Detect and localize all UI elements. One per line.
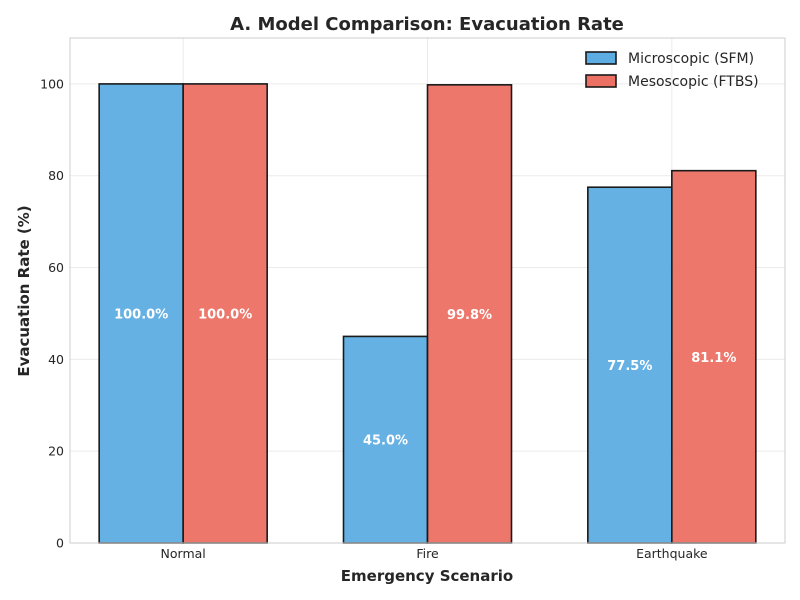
- legend-swatch: [585, 74, 617, 88]
- chart-title: A. Model Comparison: Evacuation Rate: [230, 14, 624, 35]
- x-tick-label: Normal: [161, 546, 206, 561]
- y-tick-labels: 0 20 40 60 80 100: [40, 76, 64, 550]
- x-axis-label: Emergency Scenario: [341, 567, 513, 585]
- bar-labels-group: 100.0% 45.0% 77.5% 100.0% 99.8% 81.1%: [114, 307, 736, 448]
- x-tick-label: Fire: [416, 546, 439, 561]
- bar-value-label: 81.1%: [691, 351, 736, 366]
- bars-group: [98, 83, 757, 544]
- legend-swatch: [585, 51, 617, 65]
- y-axis-label: Evacuation Rate (%): [15, 205, 33, 376]
- x-tick-label: Earthquake: [636, 546, 708, 561]
- y-tick-label: 0: [56, 536, 64, 551]
- bar-mesoscopic-ftbs-normal: [182, 83, 268, 544]
- y-tick-label: 20: [48, 444, 64, 459]
- bar-value-label: 100.0%: [114, 307, 168, 322]
- y-tick-label: 80: [48, 168, 64, 183]
- y-tick-label: 60: [48, 260, 64, 275]
- legend: Microscopic (SFM) Mesoscopic (FTBS): [585, 51, 759, 90]
- bar-value-label: 77.5%: [607, 359, 652, 374]
- legend-label: Mesoscopic (FTBS): [628, 74, 759, 90]
- y-tick-label: 40: [48, 352, 64, 367]
- bar-microscopic-sfm-fire: [342, 335, 429, 544]
- bar-value-label: 100.0%: [198, 307, 252, 322]
- y-tick-label: 100: [40, 76, 64, 91]
- bar-microscopic-sfm-normal: [98, 83, 184, 544]
- axes-frame: [69, 37, 786, 544]
- bar-value-label: 45.0%: [363, 434, 408, 449]
- x-tick-labels: Normal Fire Earthquake: [161, 546, 708, 561]
- bar-microscopic-sfm-earthquake: [587, 186, 673, 544]
- legend-label: Microscopic (SFM): [628, 51, 754, 67]
- axes-group: [69, 37, 786, 544]
- bar-value-label: 99.8%: [447, 308, 492, 323]
